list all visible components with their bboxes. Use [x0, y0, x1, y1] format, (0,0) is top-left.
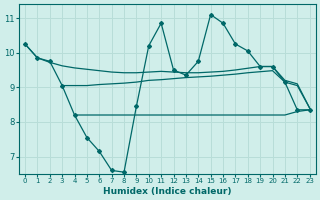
X-axis label: Humidex (Indice chaleur): Humidex (Indice chaleur) — [103, 187, 232, 196]
